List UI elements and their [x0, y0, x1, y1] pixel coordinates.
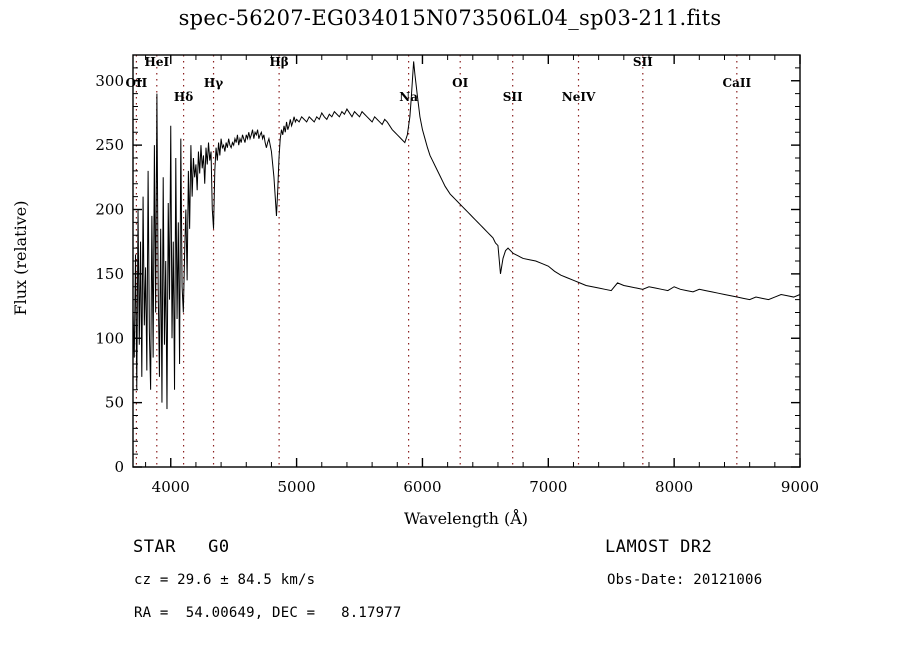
axes-group: 4000 5000 6000 7000 8000 9000 0 50 100 150 200 250 3…: [95, 54, 819, 496]
y-tick-label: 300: [95, 72, 124, 90]
line-marker-group: [135, 55, 738, 467]
plot-frame: [132, 54, 801, 468]
line-label-na: Na: [399, 90, 418, 104]
page-title: spec-56207-EG034015N073506L04_sp03-211.f…: [178, 6, 722, 30]
line-label-h: Hδ: [174, 90, 193, 104]
spectrum-trace-group: [132, 61, 801, 410]
x-axis-label: Wavelength (Å): [404, 508, 528, 528]
line-label-oii: OII: [126, 76, 148, 90]
y-tick-label: 50: [105, 394, 124, 412]
line-label-h: Hβ: [269, 55, 288, 69]
line-label-caii: CaII: [723, 76, 752, 90]
x-tick-label: 6000: [403, 478, 441, 496]
y-tick-label: 100: [95, 329, 124, 347]
x-tick-label: 5000: [278, 478, 316, 496]
line-label-h: Hγ: [204, 76, 223, 90]
y-tick-label: 200: [95, 201, 124, 219]
y-tick-label: 250: [95, 136, 124, 154]
line-label-hei: HeI: [144, 55, 169, 69]
line-label-sii: SII: [633, 55, 653, 69]
x-tick-label: 8000: [655, 478, 693, 496]
x-tick-label: 4000: [152, 478, 190, 496]
x-tick-label: 7000: [529, 478, 567, 496]
object-type-label: STAR G0: [133, 537, 230, 557]
obs-date-label: Obs-Date: 20121006: [607, 572, 763, 588]
line-labels-group: OII HeI Hδ Hγ Hβ Na OI SII NeIV SII CaII: [126, 55, 752, 104]
survey-label: LAMOST DR2: [605, 537, 713, 557]
x-tick-label: 9000: [781, 478, 819, 496]
coordinates-label: RA = 54.00649, DEC = 8.17977: [134, 605, 402, 621]
line-label-sii: SII: [503, 90, 523, 104]
line-label-oi: OI: [452, 76, 468, 90]
spectrum-trace: [132, 61, 801, 410]
y-axis-label: Flux (relative): [11, 201, 30, 316]
y-tick-label: 150: [95, 265, 124, 283]
line-label-neiv: NeIV: [562, 90, 596, 104]
velocity-label: cz = 29.6 ± 84.5 km/s: [134, 572, 316, 588]
y-tick-label: 0: [114, 458, 124, 476]
